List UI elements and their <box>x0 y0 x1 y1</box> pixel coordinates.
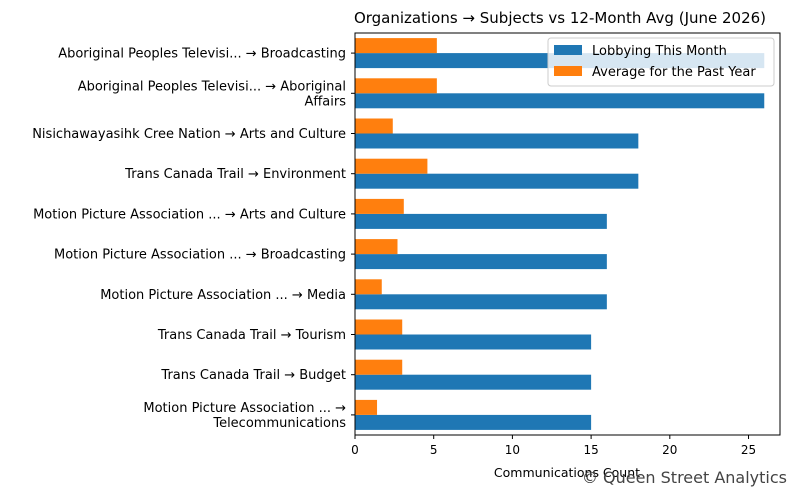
y-tick-label-9-1: Telecommunications <box>212 416 346 431</box>
y-tick-label-2-0: Nisichawayasihk Cree Nation → Arts and C… <box>32 127 346 142</box>
y-tick-label-9-0: Motion Picture Association ... → <box>143 401 346 416</box>
bar-this-month-5 <box>355 254 607 270</box>
legend: Lobbying This Month Average for the Past… <box>547 37 775 87</box>
bar-past-year-8 <box>355 359 403 375</box>
legend-label-this-month: Lobbying This Month <box>592 44 727 59</box>
credit-text: © Queen Street Analytics <box>582 468 787 487</box>
y-tick-label-8-0: Trans Canada Trail → Budget <box>160 368 346 383</box>
x-tick-label-3: 15 <box>583 443 598 457</box>
y-tick-label-1-1: Affairs <box>304 94 346 109</box>
bar-this-month-6 <box>355 294 607 310</box>
bar-this-month-4 <box>355 213 607 229</box>
x-tick-label-0: 0 <box>351 443 359 457</box>
bar-past-year-4 <box>355 198 404 214</box>
x-tick-label-2: 10 <box>505 443 520 457</box>
y-tick-label-3-0: Trans Canada Trail → Environment <box>124 167 346 182</box>
bar-past-year-9 <box>355 399 378 415</box>
bar-past-year-6 <box>355 279 382 295</box>
bar-this-month-8 <box>355 374 592 390</box>
y-tick-label-7-0: Trans Canada Trail → Tourism <box>157 328 346 343</box>
x-tick-label-1: 5 <box>430 443 438 457</box>
bar-past-year-5 <box>355 239 398 255</box>
bar-past-year-2 <box>355 118 393 134</box>
legend-swatch-past-year <box>554 66 582 76</box>
x-tick-label-5: 25 <box>741 443 756 457</box>
bars-layer <box>355 38 765 430</box>
plot-frame <box>354 32 781 436</box>
y-tick-labels: Aboriginal Peoples Televisi... → Broadca… <box>32 47 355 431</box>
bar-this-month-7 <box>355 334 592 350</box>
x-axis-ticks: 0 5 10 15 20 25 <box>351 435 756 457</box>
bar-this-month-2 <box>355 133 639 149</box>
chart-title: Organizations → Subjects vs 12-Month Avg… <box>354 9 766 27</box>
y-tick-label-6-0: Motion Picture Association ... → Media <box>100 288 346 303</box>
bar-past-year-0 <box>355 38 437 54</box>
legend-label-past-year: Average for the Past Year <box>592 65 756 80</box>
y-tick-label-4-0: Motion Picture Association ... → Arts an… <box>33 207 346 222</box>
bar-this-month-9 <box>355 414 592 430</box>
bar-past-year-1 <box>355 78 437 94</box>
legend-box <box>547 37 775 87</box>
x-tick-label-4: 20 <box>662 443 677 457</box>
y-tick-label-1-0: Aboriginal Peoples Televisi... → Aborigi… <box>78 79 346 94</box>
bar-past-year-3 <box>355 158 428 174</box>
bar-this-month-1 <box>355 93 765 109</box>
y-tick-label-5-0: Motion Picture Association ... → Broadca… <box>54 248 346 263</box>
y-tick-label-0-0: Aboriginal Peoples Televisi... → Broadca… <box>58 47 346 62</box>
x-axis-label: Communications Count <box>494 465 640 480</box>
bar-past-year-7 <box>355 319 403 335</box>
legend-swatch-this-month <box>554 45 582 55</box>
bar-this-month-3 <box>355 173 639 189</box>
